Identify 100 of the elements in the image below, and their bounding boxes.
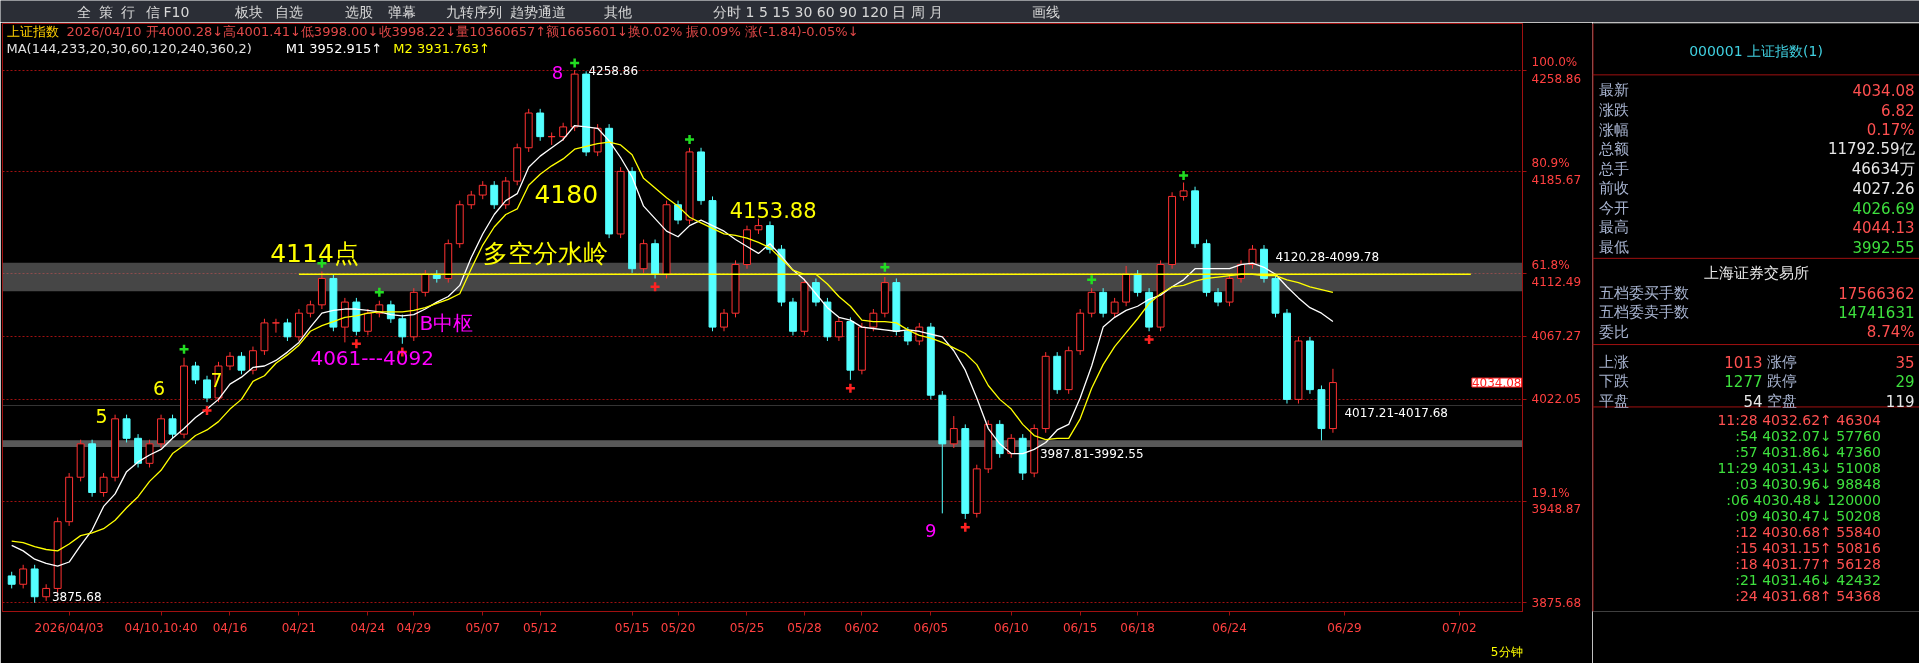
chart-subtitle: 2026/04/10 开4000.28↓高4001.41↓低3998.00↓收3998.22↓量10360657↑额1665601↓换0.02% 振0.09% 涨(-1.84)-0.05%↓ — [66, 23, 859, 39]
text: 35 — [1895, 353, 1915, 372]
candlestick — [467, 190, 476, 210]
y-tick-label: 19.1% 3948.87 — [1531, 485, 1582, 517]
y-tick-label: 80.9% 4185.67 — [1531, 156, 1582, 188]
x-tick-label: 05/07 — [465, 620, 501, 635]
x-tick-label: 07/02 — [1442, 620, 1477, 635]
candlestick — [1087, 287, 1096, 318]
text: M2 3931.763↑ — [393, 41, 490, 57]
text: :24 4031.68↑ 54368 — [1735, 588, 1881, 605]
candlestick — [1214, 287, 1222, 307]
x-tick-label: 06/29 — [1327, 620, 1362, 635]
text: 策 — [98, 3, 113, 20]
text: :06 4030.48↓ 120000 — [1726, 492, 1881, 509]
text: 总手 — [1597, 159, 1629, 178]
text: 1277 — [1724, 373, 1763, 392]
x-tick-label: 06/05 — [913, 620, 949, 635]
text: 4027.26 — [1852, 180, 1915, 199]
text: 弹幕 — [387, 3, 416, 20]
candlestick — [226, 351, 234, 371]
text: 涨跌 — [1598, 101, 1629, 119]
text: 总额 — [1597, 140, 1629, 159]
candlestick — [501, 176, 510, 210]
candlestick — [145, 439, 154, 468]
text: 今开 — [1598, 198, 1629, 217]
text: :54 4032.07↓ 57760 — [1735, 427, 1881, 444]
text: :12 4030.68↑ 55840 — [1735, 524, 1881, 541]
text: 平盘 — [1598, 391, 1629, 410]
candlestick — [1007, 433, 1016, 459]
candlestick — [1225, 273, 1234, 307]
text: 其他 — [603, 3, 632, 20]
candlestick — [19, 564, 28, 589]
annotation: 8 — [551, 61, 564, 83]
text: 涨幅 — [1598, 120, 1629, 139]
annotation: 4017.21-4017.68 — [1344, 406, 1448, 421]
annotation: 4258.86 — [588, 63, 639, 78]
x-tick-label: 04/29 — [396, 620, 432, 635]
text: M1 3952.915↑ — [285, 41, 383, 57]
legend-title: MA(144,233,20,30,60,120,240,360,2) — [6, 41, 252, 57]
x-tick-label: 04/24 — [350, 620, 386, 635]
text: 趋势通道 — [509, 3, 566, 20]
candlestick — [1133, 269, 1142, 298]
text: 空盘 — [1766, 391, 1797, 410]
candlestick — [249, 346, 257, 375]
text: 11:29 4031.43↓ 51008 — [1717, 459, 1881, 476]
chart-title: 上证指数 — [6, 23, 59, 39]
x-tick-label: 06/18 — [1120, 620, 1155, 635]
annotation: 4180 — [534, 179, 599, 209]
candlestick — [559, 122, 568, 142]
text: :18 4031.77↑ 56128 — [1735, 556, 1881, 573]
text: 4026.69 — [1852, 199, 1915, 218]
candlestick — [283, 318, 292, 342]
x-tick-label: 06/02 — [844, 620, 880, 635]
x-tick-label: 05/12 — [522, 620, 558, 635]
text: 119 — [1885, 392, 1915, 411]
text: F10 — [163, 3, 190, 20]
candlestick — [949, 415, 958, 449]
candlestick — [536, 108, 545, 142]
x-tick-label: 06/24 — [1212, 620, 1247, 635]
text: 上海证券交易所 — [1703, 264, 1809, 283]
text: 6.82 — [1881, 102, 1915, 120]
text: 17566362 — [1838, 285, 1915, 304]
text: 跌停 — [1766, 372, 1797, 391]
text: 全 — [76, 3, 91, 20]
annotation: 6 — [153, 377, 166, 400]
candlestick — [203, 375, 211, 403]
candlestick — [1110, 297, 1119, 318]
candlestick — [294, 308, 303, 342]
candlestick — [168, 414, 177, 439]
candlestick — [99, 472, 108, 498]
text: 8.74% — [1866, 322, 1915, 341]
candlestick — [363, 308, 372, 336]
text: 11792.59亿 — [1827, 140, 1915, 159]
annotation: B中枢 — [419, 310, 474, 335]
y-tick-label: 4067.27 — [1531, 329, 1582, 344]
annotation: 3987.81-3992.55 — [1039, 446, 1144, 461]
text: 0.17% — [1866, 120, 1915, 139]
text: 000001 上证指数(1) — [1689, 43, 1823, 60]
candlestick — [398, 314, 407, 345]
text: 3992.55 — [1852, 238, 1915, 257]
annotation: 5 — [95, 405, 108, 428]
text: 最高 — [1598, 218, 1629, 237]
annotation: 4114点 — [270, 238, 359, 268]
x-tick-label: 04/10,10:40 — [124, 620, 198, 635]
x-tick-label: 05/20 — [660, 620, 696, 635]
text: :15 4031.15↑ 50816 — [1735, 540, 1881, 557]
candlestick — [237, 351, 246, 375]
candlestick — [191, 361, 200, 385]
text: 画线 — [1031, 3, 1060, 20]
candlestick — [811, 277, 820, 307]
candlestick — [869, 308, 878, 332]
text: 九转序列 — [445, 3, 502, 20]
annotation: 4034.08 — [1471, 376, 1522, 391]
text: 11:28 4032.62↑ 46304 — [1717, 411, 1881, 428]
annotation: 9 — [925, 519, 937, 541]
text: 上涨 — [1598, 352, 1629, 371]
text: 最低 — [1598, 237, 1629, 256]
annotation: 4120.28-4099.78 — [1275, 249, 1380, 264]
text: 信 — [145, 3, 160, 20]
x-tick-label: 04/21 — [281, 620, 317, 635]
